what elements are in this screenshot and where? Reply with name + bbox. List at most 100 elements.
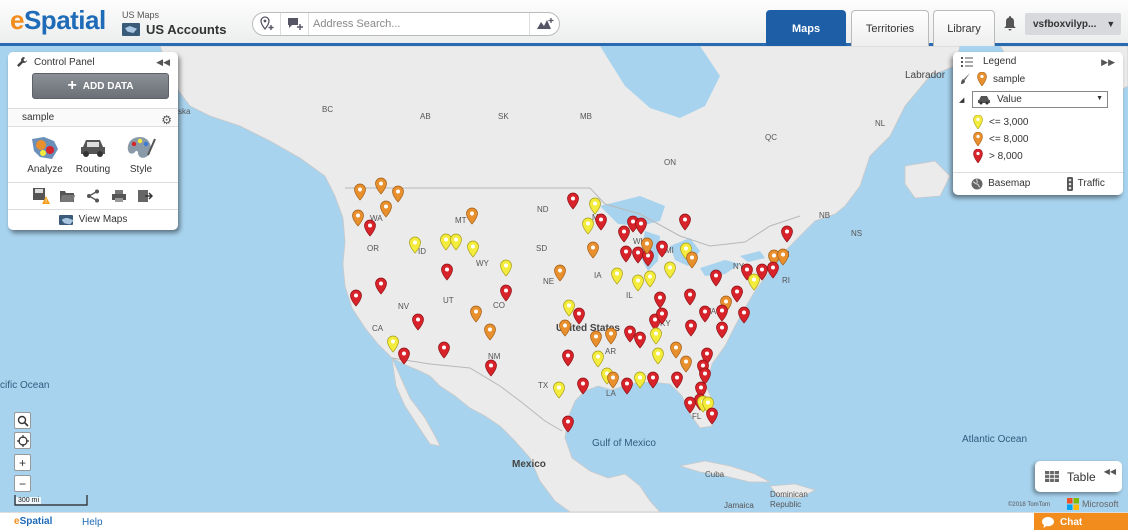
print-icon[interactable] [110,187,128,205]
expand-triangle-icon[interactable]: ◢ [959,97,965,104]
red-pin-icon[interactable] [710,269,722,287]
user-menu-button[interactable]: vsfboxvilyp... ▼ [1025,13,1121,35]
red-pin-icon[interactable] [412,313,424,331]
yellow-pin-icon[interactable] [644,270,656,288]
zoom-in-button[interactable]: + [14,454,31,471]
red-pin-icon[interactable] [562,415,574,433]
yellow-pin-icon[interactable] [589,197,601,215]
orange-pin-icon[interactable] [686,251,698,269]
orange-pin-icon[interactable] [559,319,571,337]
red-pin-icon[interactable] [731,285,743,303]
yellow-pin-icon[interactable] [611,267,623,285]
chat-button[interactable]: Chat [1034,513,1128,530]
red-pin-icon[interactable] [656,307,668,325]
yellow-pin-icon[interactable] [500,259,512,277]
breadcrumb-parent[interactable]: US Maps [122,10,160,20]
orange-pin-icon[interactable] [605,327,617,345]
orange-pin-icon[interactable] [484,323,496,341]
style-tool[interactable]: Style [118,134,164,175]
orange-pin-icon[interactable] [587,241,599,259]
bell-icon[interactable] [1003,15,1017,31]
red-pin-icon[interactable] [656,240,668,258]
gear-icon[interactable]: ⚙ [161,113,172,127]
export-icon[interactable] [136,187,154,205]
red-pin-icon[interactable] [364,219,376,237]
orange-pin-icon[interactable] [380,200,392,218]
orange-pin-icon[interactable] [590,330,602,348]
share-icon[interactable] [84,187,102,205]
legend-field-select[interactable]: Value ▼ [972,91,1108,108]
red-pin-icon[interactable] [562,349,574,367]
collapse-panel-icon[interactable]: ◀◀ [156,57,170,67]
orange-pin-icon[interactable] [392,185,404,203]
yellow-pin-icon[interactable] [409,236,421,254]
brush-icon[interactable] [961,73,971,85]
red-pin-icon[interactable] [781,225,793,243]
routing-tool[interactable]: Routing [70,134,116,175]
tab-library[interactable]: Library [933,10,995,46]
red-pin-icon[interactable] [634,331,646,349]
red-pin-icon[interactable] [618,225,630,243]
yellow-pin-icon[interactable] [553,381,565,399]
view-maps-button[interactable]: View Maps [8,209,178,229]
red-pin-icon[interactable] [635,217,647,235]
red-pin-icon[interactable] [756,263,768,281]
red-pin-icon[interactable] [679,213,691,231]
add-data-button[interactable]: + ADD DATA [32,73,169,99]
orange-pin-icon[interactable] [352,209,364,227]
orange-pin-icon[interactable] [554,264,566,282]
yellow-pin-icon[interactable] [748,273,760,291]
yellow-pin-icon[interactable] [450,233,462,251]
red-pin-icon[interactable] [767,261,779,279]
footer-logo[interactable]: eSpatial [14,516,52,527]
red-pin-icon[interactable] [647,371,659,389]
yellow-pin-icon[interactable] [582,217,594,235]
red-pin-icon[interactable] [684,288,696,306]
orange-pin-icon[interactable] [470,305,482,323]
red-pin-icon[interactable] [621,377,633,395]
red-pin-icon[interactable] [738,306,750,324]
table-button[interactable]: Table ◀◀ [1035,461,1122,492]
layer-row-sample[interactable]: sample ⚙ [8,108,178,127]
yellow-pin-icon[interactable] [634,371,646,389]
red-pin-icon[interactable] [573,307,585,325]
address-search-input[interactable] [309,14,529,34]
red-pin-icon[interactable] [485,359,497,377]
orange-pin-icon[interactable] [375,177,387,195]
orange-pin-icon[interactable] [354,183,366,201]
help-link[interactable]: Help [82,517,103,528]
yellow-pin-icon[interactable] [563,299,575,317]
yellow-pin-icon[interactable] [467,240,479,258]
red-pin-icon[interactable] [595,213,607,231]
yellow-pin-icon[interactable] [652,347,664,365]
red-pin-icon[interactable] [684,396,696,414]
zoom-out-button[interactable]: − [14,475,31,492]
red-pin-icon[interactable] [620,245,632,263]
add-comment-button[interactable] [281,13,309,35]
traffic-button[interactable]: Traffic [1066,176,1105,191]
red-pin-icon[interactable] [716,321,728,339]
yellow-pin-icon[interactable] [650,327,662,345]
add-pin-button[interactable] [253,13,281,35]
red-pin-icon[interactable] [671,371,683,389]
red-pin-icon[interactable] [716,304,728,322]
red-pin-icon[interactable] [375,277,387,295]
orange-pin-icon[interactable] [777,248,789,266]
orange-pin-icon[interactable] [680,355,692,373]
red-pin-icon[interactable] [699,367,711,385]
yellow-pin-icon[interactable] [632,274,644,292]
red-pin-icon[interactable] [438,341,450,359]
yellow-pin-icon[interactable] [592,350,604,368]
yellow-pin-icon[interactable] [664,261,676,279]
orange-pin-icon[interactable] [607,371,619,389]
red-pin-icon[interactable] [685,319,697,337]
save-warning-icon[interactable]: ! [32,187,50,205]
tab-maps[interactable]: Maps [766,10,846,46]
espatial-logo[interactable]: eSpatial [10,5,106,36]
zoom-to-extent-button[interactable] [14,412,31,429]
basemap-button[interactable]: Basemap [971,178,1030,190]
red-pin-icon[interactable] [500,284,512,302]
collapse-legend-icon[interactable]: ▶▶ [1101,57,1115,67]
red-pin-icon[interactable] [577,377,589,395]
red-pin-icon[interactable] [699,305,711,323]
